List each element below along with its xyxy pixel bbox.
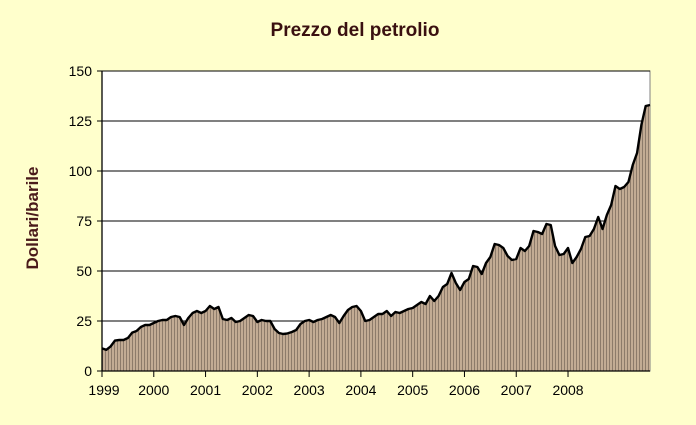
y-tick-label: 75: [76, 213, 92, 229]
y-tick-label: 125: [69, 113, 93, 129]
x-tick-label: 2008: [552, 382, 583, 398]
y-ticks: 0 25 50 75 100 125 150: [69, 63, 102, 379]
x-tick-label: 1999: [88, 382, 119, 398]
x-tick-label: 2006: [449, 382, 480, 398]
x-ticks: 1999 2000 2001 2002 2003 2004 2005 2006 2007 2008: [88, 371, 584, 398]
x-tick-label: 2003: [294, 382, 325, 398]
y-tick-label: 100: [69, 163, 93, 179]
x-tick-label: 2005: [397, 382, 428, 398]
x-tick-label: 2000: [138, 382, 169, 398]
x-tick-label: 2007: [501, 382, 532, 398]
y-tick-label: 150: [69, 63, 93, 79]
y-tick-label: 25: [76, 313, 92, 329]
x-tick-label: 2001: [190, 382, 221, 398]
y-tick-label: 0: [84, 363, 92, 379]
x-tick-label: 2002: [242, 382, 273, 398]
x-tick-label: 2004: [345, 382, 376, 398]
price-area: [102, 105, 650, 371]
chart-title: Prezzo del petrolio: [270, 20, 440, 41]
price-line: [101, 103, 651, 351]
y-tick-label: 50: [76, 263, 92, 279]
